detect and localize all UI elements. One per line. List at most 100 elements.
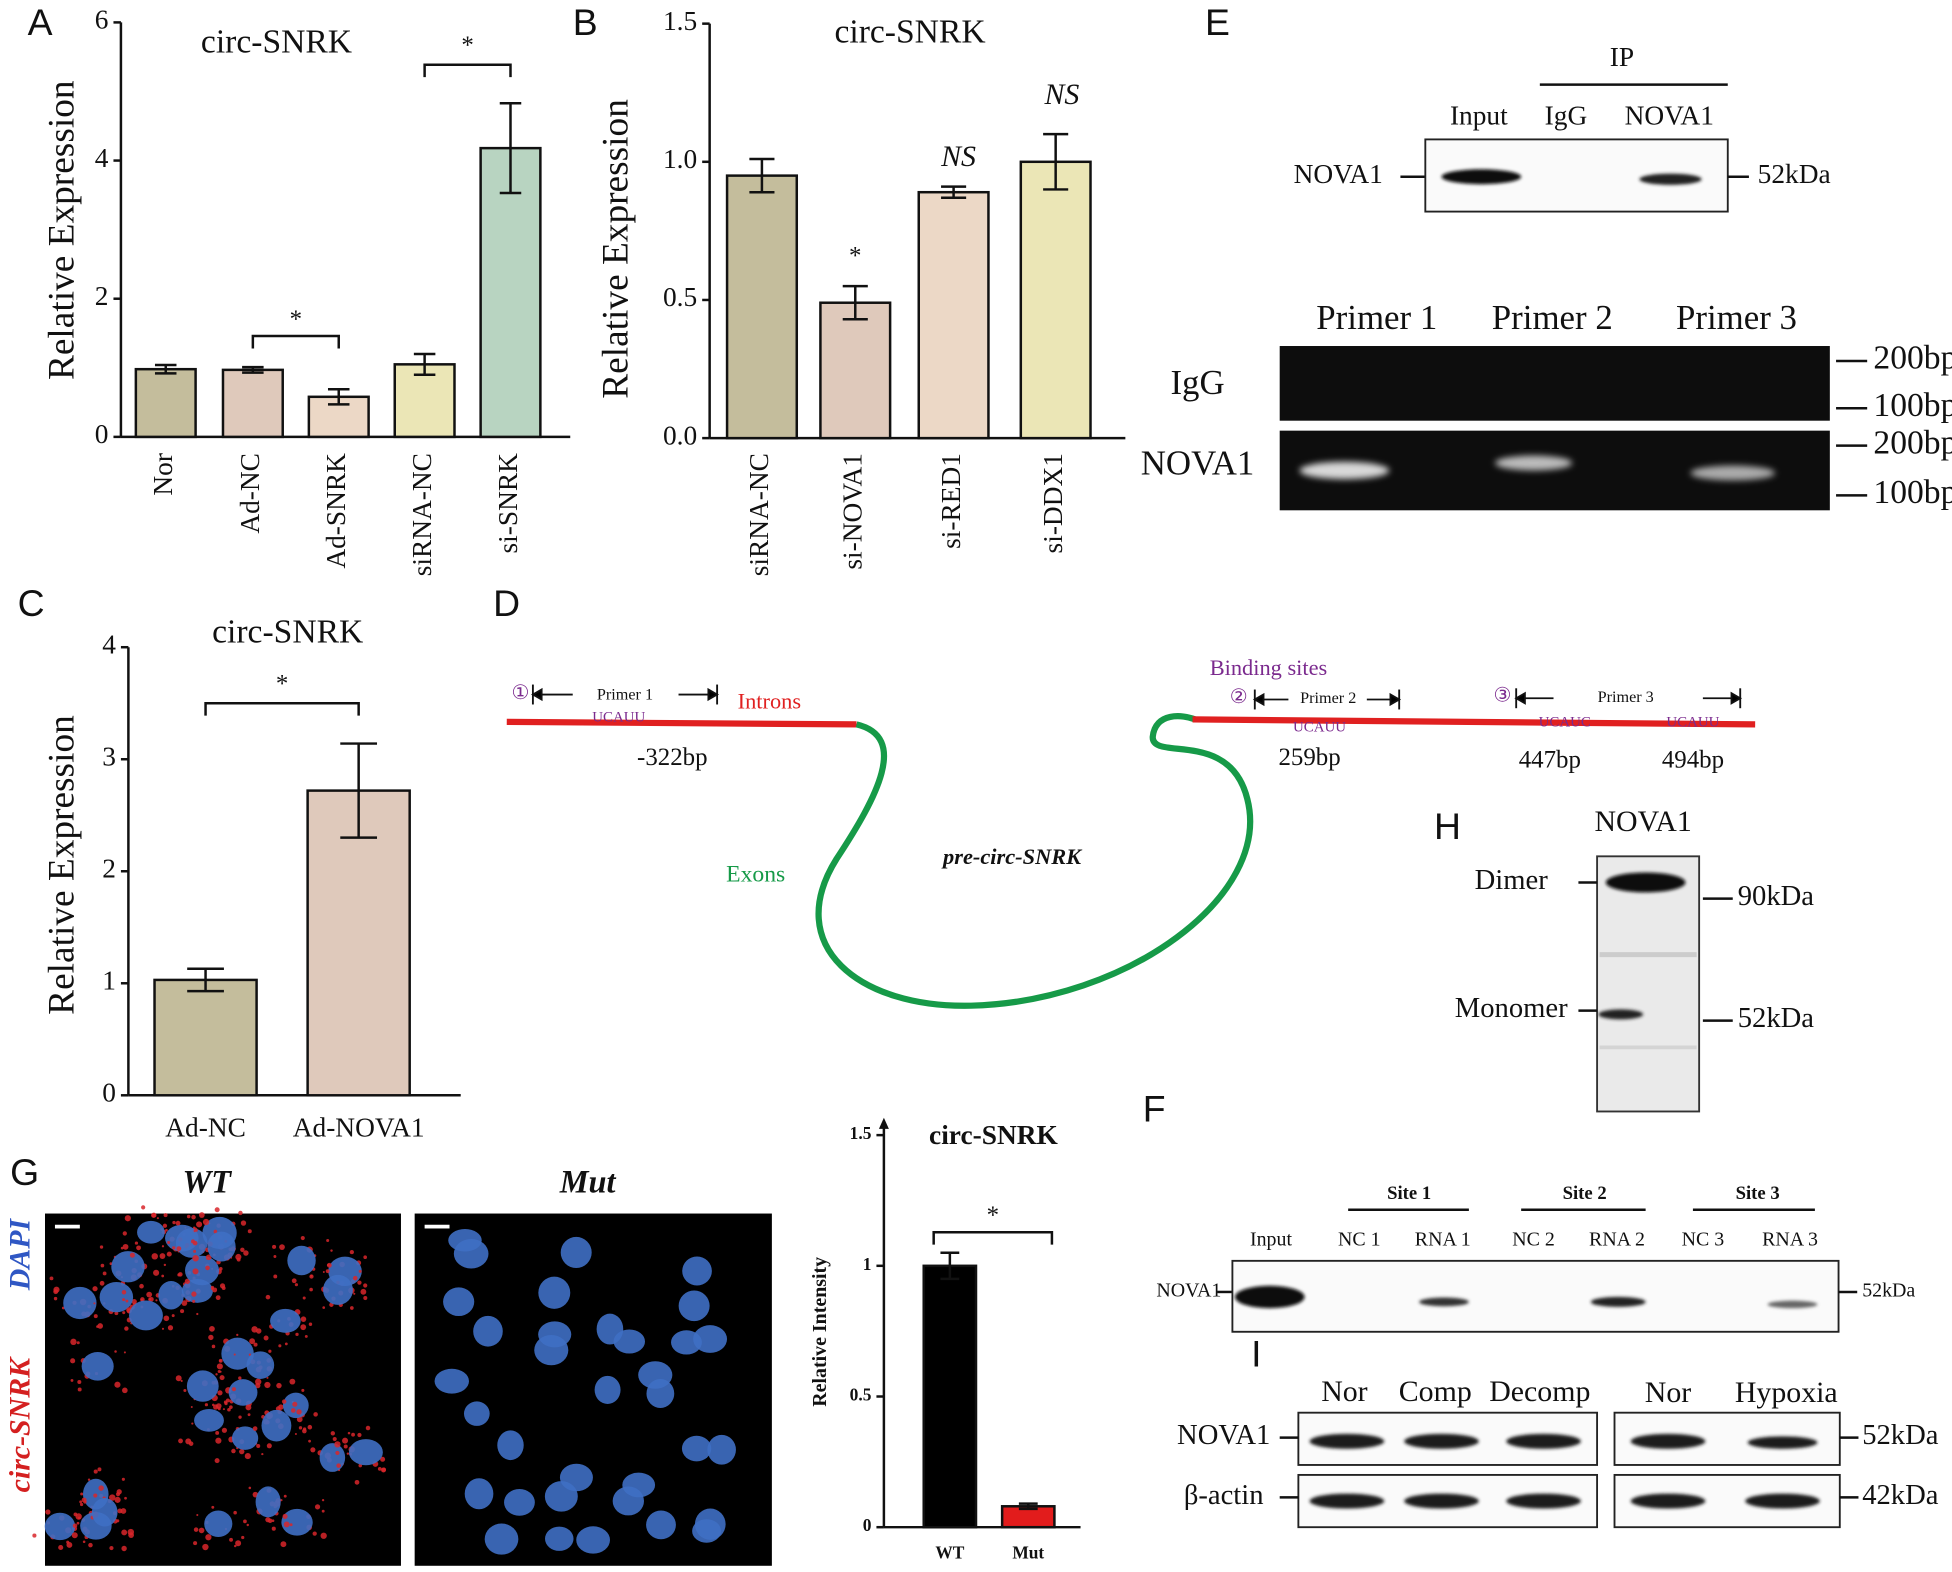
rna-speck <box>330 1431 336 1436</box>
size-marker: 200bp <box>1873 424 1952 461</box>
rna-speck <box>256 1444 261 1449</box>
nucleus <box>158 1281 184 1310</box>
rna-speck <box>49 1276 54 1281</box>
lane-label: IgG <box>1545 101 1588 131</box>
rna-speck <box>163 1315 170 1322</box>
rna-speck <box>79 1500 83 1504</box>
rna-speck <box>53 1286 60 1293</box>
rna-speck <box>233 1510 237 1515</box>
size-marker: 100bp <box>1873 474 1952 511</box>
rna-speck <box>309 1287 313 1292</box>
rna-speck <box>273 1274 278 1279</box>
significance: * <box>461 32 473 59</box>
primer-arrows <box>531 684 1743 710</box>
rna-speck <box>114 1496 121 1503</box>
lane-label: Nor <box>1321 1375 1367 1408</box>
rna-speck <box>121 1290 127 1295</box>
band <box>1495 455 1573 471</box>
rna-speck <box>283 1494 287 1498</box>
lane-label: RNA 1 <box>1415 1228 1471 1250</box>
rna-speck <box>363 1296 368 1301</box>
lane-label: Decomp <box>1489 1375 1590 1408</box>
rna-speck <box>192 1254 199 1262</box>
rna-speck <box>325 1269 330 1274</box>
rna-speck <box>219 1375 225 1381</box>
rna-speck <box>66 1542 73 1548</box>
rna-speck <box>377 1466 382 1471</box>
rna-speck <box>79 1502 84 1507</box>
rna-speck <box>266 1376 269 1379</box>
lane-label: RNA 3 <box>1762 1228 1818 1250</box>
rna-speck <box>208 1334 214 1341</box>
rna-speck <box>291 1278 297 1284</box>
rna-speck <box>264 1381 271 1389</box>
rna-speck <box>121 1529 128 1536</box>
rna-speck <box>167 1240 171 1245</box>
x-tick-label: WT <box>935 1543 964 1563</box>
rna-speck <box>240 1247 245 1253</box>
rna-speck <box>321 1509 325 1513</box>
rna-speck <box>125 1299 129 1303</box>
nucleus <box>646 1510 676 1540</box>
rna-speck <box>93 1314 98 1319</box>
rna-speck <box>347 1431 351 1435</box>
row-label: IgG <box>1170 363 1224 402</box>
rna-speck <box>314 1504 321 1510</box>
group-label: Site 2 <box>1563 1183 1607 1204</box>
blot <box>1231 1259 1840 1333</box>
panel-label: E <box>1205 1 1230 43</box>
y-tick-label: 1.0 <box>663 144 697 174</box>
rna-speck <box>209 1326 215 1332</box>
rna-speck <box>334 1441 341 1448</box>
significance: * <box>849 242 861 269</box>
error-bar <box>154 363 177 375</box>
rna-speck <box>99 1280 105 1286</box>
rna-speck <box>245 1404 252 1411</box>
rna-speck <box>198 1212 205 1218</box>
rna-speck <box>302 1428 307 1434</box>
rna-speck <box>176 1246 182 1252</box>
rna-speck <box>171 1314 175 1318</box>
rna-speck <box>192 1299 196 1303</box>
y-tick-label: 0 <box>102 1078 116 1108</box>
rna-speck <box>77 1387 82 1392</box>
rna-speck <box>236 1257 241 1262</box>
rna-speck <box>193 1226 196 1229</box>
nucleus <box>443 1287 475 1317</box>
rna-speck <box>255 1378 262 1385</box>
rna-speck <box>363 1283 368 1288</box>
rna-speck <box>360 1288 367 1295</box>
band <box>1419 1297 1469 1307</box>
y-tick-label: 2 <box>102 854 116 884</box>
rna-speck <box>205 1534 212 1541</box>
rna-speck <box>248 1353 252 1356</box>
rna-speck <box>290 1408 296 1413</box>
rna-speck <box>114 1381 121 1388</box>
nucleus <box>484 1523 519 1555</box>
significance-bracket <box>423 63 512 78</box>
nucleus <box>560 1236 592 1268</box>
nucleus <box>221 1337 254 1370</box>
gel <box>1279 346 1830 421</box>
rna-speck <box>153 1269 160 1276</box>
panel-label: B <box>573 1 598 43</box>
rna-speck <box>296 1416 303 1423</box>
rna-speck <box>251 1326 258 1333</box>
bar <box>153 978 258 1097</box>
axis-arrow <box>878 1117 889 1129</box>
rna-speck <box>243 1250 249 1256</box>
motif: UCAUU <box>1666 715 1719 731</box>
bar-chart: circ-SNRK Relative Expression 0 2 4 6 Nor Ad-NC… <box>41 5 571 576</box>
nucleus <box>681 1435 712 1462</box>
rna-speck <box>295 1332 299 1337</box>
error-bar <box>340 742 378 839</box>
rna-speck <box>214 1458 220 1464</box>
rna-speck <box>223 1400 228 1404</box>
rna-speck <box>217 1369 221 1374</box>
rna-speck <box>92 1286 98 1292</box>
rna-speck <box>380 1456 386 1462</box>
rna-speck <box>294 1432 297 1436</box>
rna-speck <box>229 1537 233 1542</box>
group-label: Site 1 <box>1387 1183 1431 1204</box>
nucleus <box>261 1409 292 1442</box>
